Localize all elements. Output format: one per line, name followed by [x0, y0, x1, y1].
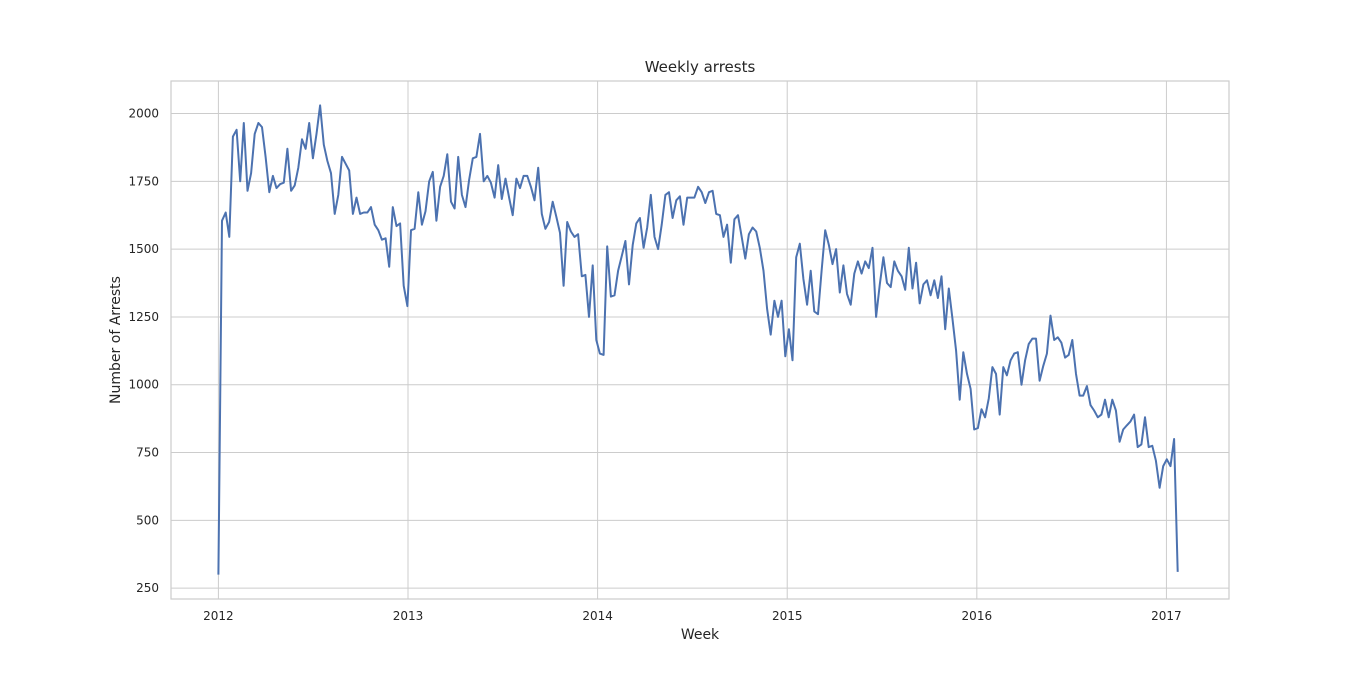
y-axis-label: Number of Arrests [108, 276, 124, 404]
x-tick-label: 2013 [393, 609, 424, 623]
y-tick-label: 1000 [128, 378, 159, 392]
y-tick-label: 500 [136, 513, 159, 527]
y-tick-label: 750 [136, 446, 159, 460]
y-tick-label: 250 [136, 581, 159, 595]
x-tick-label: 2014 [582, 609, 613, 623]
x-gridlines [217, 81, 1167, 599]
x-axis-label: Week [681, 627, 720, 643]
y-gridlines [171, 113, 1229, 589]
y-tick-labels: 250 500 750 1000 1250 1500 1750 2000 [128, 107, 159, 596]
arrests-series-line [217, 104, 1179, 575]
y-tick-label: 2000 [128, 107, 159, 121]
y-tick-label: 1750 [128, 174, 159, 188]
x-tick-label: 2012 [203, 609, 234, 623]
x-tick-label: 2015 [772, 609, 803, 623]
x-tick-label: 2016 [962, 609, 993, 623]
chart-title: Weekly arrests [645, 58, 756, 76]
y-tick-label: 1500 [128, 242, 159, 256]
plot-frame [170, 80, 1230, 600]
x-tick-label: 2017 [1151, 609, 1182, 623]
y-tick-label: 1250 [128, 310, 159, 324]
x-tick-labels: 2012 2013 2014 2015 2016 2017 [203, 609, 1182, 623]
